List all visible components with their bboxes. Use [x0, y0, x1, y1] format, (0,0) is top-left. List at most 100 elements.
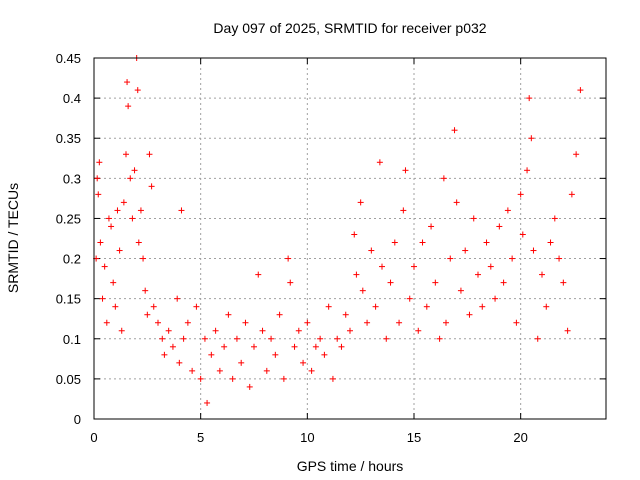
data-point: [140, 255, 147, 262]
data-point: [135, 239, 142, 246]
data-point: [556, 255, 563, 262]
data-point: [357, 199, 364, 206]
x-tick-label: 15: [407, 430, 421, 445]
data-point: [496, 223, 503, 230]
data-point: [415, 327, 422, 334]
data-point: [110, 279, 117, 286]
axis-ticks: [93, 57, 606, 420]
data-point: [543, 303, 550, 310]
data-point: [201, 335, 208, 342]
data-point: [526, 95, 533, 102]
y-tick-label: 0.25: [56, 211, 81, 226]
data-point: [573, 151, 580, 158]
data-point: [238, 359, 245, 366]
data-point: [127, 175, 134, 182]
data-point: [347, 327, 353, 334]
data-point: [150, 303, 157, 310]
data-point: [137, 207, 144, 214]
x-tick-label: 5: [197, 430, 204, 445]
tick-labels: 0 5 10 15 20 0 0.05 0.1 0.15 0.2 0.25 0.3 0.35 0.4 0.4…: [56, 51, 528, 445]
data-point: [134, 87, 141, 94]
data-point: [524, 167, 531, 174]
data-point: [321, 351, 328, 358]
data-point: [528, 135, 535, 142]
data-point: [457, 287, 464, 294]
data-point: [353, 271, 360, 278]
data-point: [400, 207, 407, 214]
data-point: [105, 215, 112, 222]
data-point: [142, 287, 149, 294]
data-point: [225, 311, 232, 318]
data-point: [479, 303, 486, 310]
data-point: [123, 151, 129, 158]
y-tick-label: 0.3: [63, 171, 81, 186]
data-point: [432, 279, 439, 286]
data-point: [131, 167, 138, 174]
data-point: [383, 335, 390, 342]
y-tick-label: 0: [74, 412, 81, 427]
data-point: [276, 311, 283, 318]
data-points: [93, 55, 584, 406]
data-point: [165, 327, 172, 334]
data-point: [216, 367, 223, 374]
data-point: [197, 375, 204, 382]
data-point: [268, 335, 275, 342]
data-point: [97, 239, 104, 246]
data-point: [129, 215, 136, 222]
data-point: [176, 359, 183, 366]
data-point: [376, 159, 383, 166]
data-point: [184, 319, 191, 326]
data-point: [325, 303, 332, 310]
data-point: [193, 303, 200, 310]
data-point: [208, 351, 215, 358]
data-point: [180, 335, 187, 342]
data-point: [564, 327, 571, 334]
data-point: [155, 319, 161, 326]
y-tick-label: 0.4: [63, 91, 81, 106]
data-point: [534, 335, 541, 342]
data-point: [159, 335, 166, 342]
y-tick-label: 0.15: [56, 292, 81, 307]
data-point: [304, 319, 311, 326]
data-point: [312, 343, 319, 350]
data-point: [242, 319, 249, 326]
data-point: [221, 343, 228, 350]
data-point: [308, 367, 315, 374]
data-point: [101, 263, 108, 270]
data-point: [351, 231, 358, 238]
y-tick-label: 0.05: [56, 372, 81, 387]
data-point: [423, 303, 430, 310]
y-tick-label: 0.45: [56, 51, 81, 66]
data-point: [509, 255, 516, 262]
data-point: [174, 295, 181, 302]
data-point: [229, 375, 236, 382]
data-point: [359, 287, 366, 294]
data-point: [233, 335, 240, 342]
data-point: [120, 199, 127, 206]
data-point: [334, 335, 341, 342]
y-tick-label: 0.35: [56, 131, 81, 146]
data-point: [178, 207, 185, 214]
data-point: [560, 279, 567, 286]
data-point: [259, 327, 266, 334]
grid-lines: [93, 57, 606, 420]
data-point: [96, 159, 103, 166]
y-tick-label: 0.2: [63, 252, 81, 267]
data-point: [443, 319, 449, 326]
data-point: [280, 375, 287, 382]
x-tick-label: 20: [513, 430, 527, 445]
data-point: [295, 327, 302, 334]
y-tick-label: 0.1: [63, 332, 81, 347]
data-point: [483, 239, 490, 246]
data-point: [148, 183, 155, 190]
data-point: [124, 79, 131, 86]
data-point: [94, 175, 101, 182]
data-point: [161, 351, 168, 358]
data-point: [118, 327, 125, 334]
data-point: [387, 279, 394, 286]
data-point: [406, 295, 413, 302]
data-point: [396, 319, 403, 326]
data-point: [539, 271, 545, 278]
data-point: [568, 191, 575, 198]
